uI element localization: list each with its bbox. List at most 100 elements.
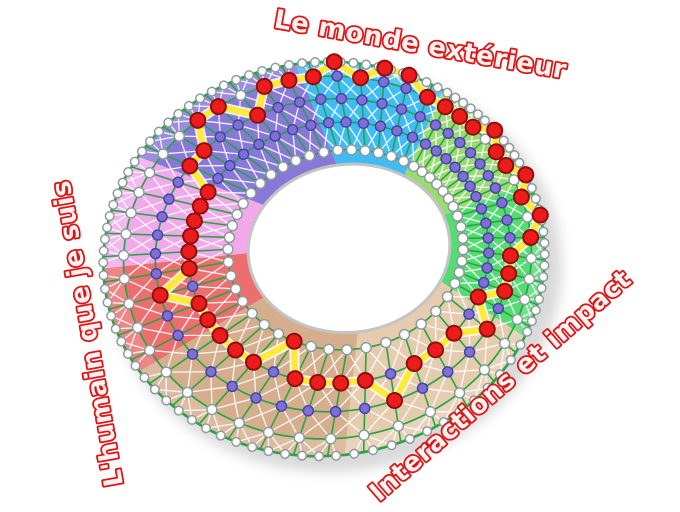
selected-level-node[interactable] bbox=[209, 98, 227, 116]
selected-level-node[interactable] bbox=[418, 88, 436, 106]
level-node-mid[interactable] bbox=[149, 247, 162, 260]
boundary-node[interactable] bbox=[283, 59, 294, 71]
level-node[interactable] bbox=[181, 386, 194, 399]
boundary-node[interactable] bbox=[536, 283, 547, 294]
level-node-mid[interactable] bbox=[253, 138, 265, 151]
boundary-node[interactable] bbox=[331, 450, 342, 461]
boundary-node[interactable] bbox=[349, 448, 360, 459]
boundary-node[interactable] bbox=[116, 336, 127, 347]
level-node[interactable] bbox=[233, 417, 245, 429]
level-node[interactable] bbox=[479, 133, 491, 145]
level-node[interactable] bbox=[225, 270, 237, 282]
boundary-node[interactable] bbox=[231, 436, 242, 447]
boundary-node[interactable] bbox=[270, 62, 281, 73]
level-node[interactable] bbox=[143, 167, 156, 179]
selected-level-node[interactable] bbox=[352, 69, 370, 87]
level-node[interactable] bbox=[358, 429, 370, 441]
selected-level-node[interactable] bbox=[189, 111, 207, 129]
level-node[interactable] bbox=[324, 433, 337, 445]
boundary-node[interactable] bbox=[442, 87, 453, 98]
level-node-mid[interactable] bbox=[269, 130, 281, 142]
level-node-mid[interactable] bbox=[463, 346, 476, 358]
level-node[interactable] bbox=[118, 273, 131, 285]
level-node-mid[interactable] bbox=[376, 97, 388, 110]
level-node-mid[interactable] bbox=[480, 217, 492, 229]
level-node-mid[interactable] bbox=[331, 70, 343, 82]
level-node[interactable] bbox=[398, 328, 411, 341]
level-node-mid[interactable] bbox=[477, 276, 490, 289]
level-node[interactable] bbox=[125, 207, 137, 219]
boundary-node[interactable] bbox=[112, 188, 123, 199]
level-node[interactable] bbox=[120, 228, 132, 240]
level-node-mid[interactable] bbox=[482, 247, 495, 259]
boundary-node[interactable] bbox=[498, 135, 509, 146]
level-node[interactable] bbox=[237, 197, 249, 210]
boundary-node[interactable] bbox=[257, 65, 268, 77]
selected-level-node[interactable] bbox=[191, 197, 209, 215]
selected-level-node[interactable] bbox=[304, 68, 322, 86]
level-node[interactable] bbox=[385, 150, 398, 163]
boundary-node[interactable] bbox=[515, 339, 526, 350]
level-node[interactable] bbox=[231, 208, 243, 221]
level-node-mid[interactable] bbox=[163, 193, 175, 205]
level-node[interactable] bbox=[272, 328, 285, 340]
level-node-mid[interactable] bbox=[475, 203, 488, 215]
level-node[interactable] bbox=[449, 277, 461, 290]
level-node[interactable] bbox=[160, 366, 173, 378]
selected-level-node[interactable] bbox=[531, 206, 549, 224]
boundary-node[interactable] bbox=[149, 384, 160, 395]
boundary-node[interactable] bbox=[106, 310, 117, 321]
selected-level-node[interactable] bbox=[182, 227, 200, 245]
selected-level-node[interactable] bbox=[464, 118, 482, 136]
selected-level-node[interactable] bbox=[512, 188, 530, 206]
boundary-node[interactable] bbox=[101, 222, 113, 233]
level-node[interactable] bbox=[117, 249, 130, 262]
level-node[interactable] bbox=[305, 340, 317, 353]
level-node-mid[interactable] bbox=[272, 101, 284, 114]
level-node-mid[interactable] bbox=[340, 116, 352, 128]
level-node-mid[interactable] bbox=[161, 310, 174, 322]
boundary-node[interactable] bbox=[136, 146, 147, 157]
level-node-mid[interactable] bbox=[186, 348, 199, 360]
level-node[interactable] bbox=[457, 232, 469, 245]
boundary-node[interactable] bbox=[514, 157, 525, 168]
level-node[interactable] bbox=[408, 160, 420, 173]
boundary-node[interactable] bbox=[538, 226, 549, 237]
level-node[interactable] bbox=[380, 336, 392, 349]
boundary-node[interactable] bbox=[539, 260, 550, 271]
level-node[interactable] bbox=[392, 420, 405, 432]
level-node[interactable] bbox=[293, 432, 306, 444]
boundary-node[interactable] bbox=[505, 354, 516, 365]
boundary-node[interactable] bbox=[98, 245, 109, 256]
selected-level-node[interactable] bbox=[190, 295, 208, 313]
boundary-node[interactable] bbox=[421, 77, 432, 88]
boundary-node[interactable] bbox=[472, 109, 483, 120]
boundary-node[interactable] bbox=[139, 372, 150, 383]
level-node[interactable] bbox=[478, 364, 491, 376]
boundary-node[interactable] bbox=[422, 426, 433, 437]
level-node-mid[interactable] bbox=[293, 96, 306, 108]
level-node-mid[interactable] bbox=[224, 159, 236, 172]
level-node[interactable] bbox=[523, 273, 536, 285]
selected-level-node[interactable] bbox=[486, 121, 504, 139]
level-node-mid[interactable] bbox=[156, 211, 168, 223]
level-node-mid[interactable] bbox=[358, 402, 371, 415]
level-node-mid[interactable] bbox=[492, 302, 505, 315]
boundary-node[interactable] bbox=[313, 451, 325, 462]
level-node-mid[interactable] bbox=[374, 120, 387, 133]
boundary-node[interactable] bbox=[98, 257, 109, 268]
selected-level-node[interactable] bbox=[405, 355, 423, 373]
level-node-mid[interactable] bbox=[172, 176, 184, 188]
level-node-mid[interactable] bbox=[504, 231, 516, 244]
boundary-node[interactable] bbox=[479, 115, 490, 126]
selected-level-node[interactable] bbox=[451, 107, 469, 125]
selected-level-node[interactable] bbox=[180, 259, 198, 277]
boundary-node[interactable] bbox=[218, 80, 229, 91]
level-node-mid[interactable] bbox=[356, 94, 368, 106]
selected-level-node[interactable] bbox=[199, 183, 217, 201]
boundary-node[interactable] bbox=[296, 450, 308, 461]
boundary-node[interactable] bbox=[530, 305, 541, 316]
level-node[interactable] bbox=[265, 168, 277, 181]
boundary-node[interactable] bbox=[102, 297, 113, 308]
